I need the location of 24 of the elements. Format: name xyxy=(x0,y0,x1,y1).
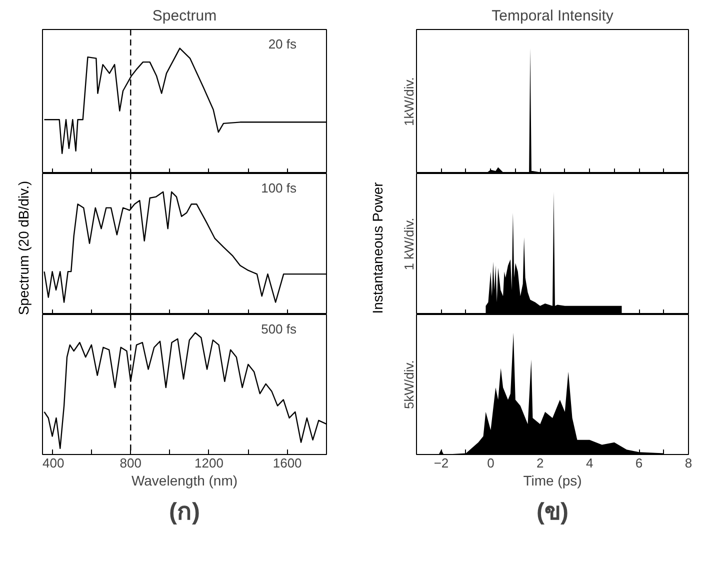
annotation: 100 fs xyxy=(261,180,297,196)
x-tick-label: 4 xyxy=(586,456,594,470)
x-tick-label: 1200 xyxy=(194,456,224,470)
x-tick-label: −2 xyxy=(434,456,449,470)
x-tick-label: 800 xyxy=(120,456,142,470)
y-axis-title: 5kW/div. xyxy=(402,360,416,409)
annotation: 20 fs xyxy=(268,36,297,52)
x-tick-label: 1600 xyxy=(272,456,302,470)
chart-title: Spectrum xyxy=(152,8,217,24)
text: (ก) xyxy=(169,498,200,526)
x-axis-title: Time (ps) xyxy=(523,472,582,488)
y-axis-title: 1 kW/div. xyxy=(402,218,416,270)
x-tick-label: 400 xyxy=(42,456,64,470)
x-tick-label: 6 xyxy=(635,456,643,470)
text: (ข) xyxy=(536,498,568,526)
text: Instantaneous Power xyxy=(370,182,386,314)
x-tick-label: 8 xyxy=(684,456,692,470)
y-axis-title: 1kW/div. xyxy=(402,77,416,126)
x-tick-label: 2 xyxy=(536,456,544,470)
chart-title: Temporal Intensity xyxy=(492,8,614,24)
annotation: 500 fs xyxy=(261,322,297,336)
x-axis-title: Wavelength (nm) xyxy=(131,472,238,488)
x-tick-label: 0 xyxy=(487,456,494,470)
y-axis-title: Spectrum (20 dB/div.) xyxy=(16,180,32,316)
